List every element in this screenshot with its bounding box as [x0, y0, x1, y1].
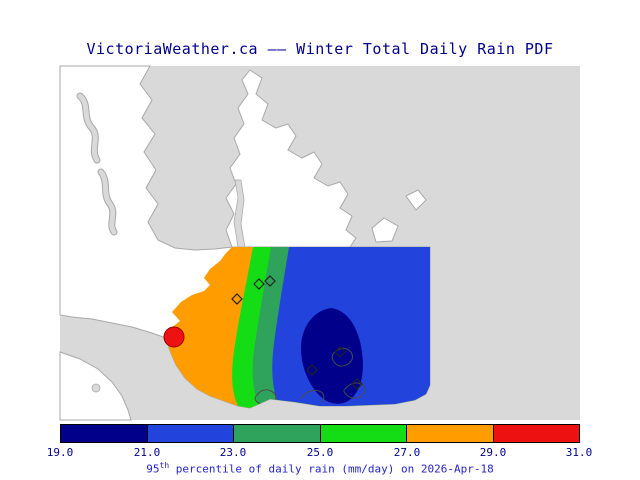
colorbar-cell-27-29 — [406, 425, 493, 442]
max-rain-marker — [163, 326, 185, 348]
station-diamond — [231, 293, 243, 305]
island-east-2 — [405, 189, 427, 211]
station-diamond — [306, 364, 318, 376]
colorbar-tick-label: 29.0 — [479, 446, 507, 459]
station-diamond — [351, 378, 363, 390]
colorbar-cell-29-31 — [492, 425, 579, 442]
caption-number: 95 — [146, 462, 160, 476]
colorbar-cell-19-21 — [61, 425, 147, 442]
colorbar-tick-label: 19.0 — [46, 446, 74, 459]
colorbar-tick-label: 23.0 — [219, 446, 247, 459]
island-east-1 — [371, 217, 399, 243]
station-diamond — [253, 278, 265, 290]
station-diamond — [334, 346, 346, 358]
colorbar-tick-label: 31.0 — [565, 446, 593, 459]
inlet-finlayson-arm — [233, 179, 246, 248]
caption-text: percentile of daily rain (mm/day) on 202… — [169, 462, 494, 476]
land-saanich-peninsula — [225, 69, 357, 248]
islet-bottom-left — [91, 383, 101, 393]
station-markers — [231, 275, 363, 390]
colorbar-cell-23-25 — [233, 425, 320, 442]
contour-field — [166, 247, 430, 408]
lakes — [76, 92, 118, 236]
station-diamond — [264, 275, 276, 287]
plot-title: VictoriaWeather.ca —— Winter Total Daily… — [86, 40, 554, 58]
colorbar-cell-21-23 — [146, 425, 233, 442]
colorbar — [60, 424, 580, 443]
colorbar-tick-label: 25.0 — [306, 446, 334, 459]
colorbar-tick-label: 27.0 — [393, 446, 421, 459]
caption: 95th percentile of daily rain (mm/day) o… — [0, 461, 640, 476]
colorbar-tick-label: 21.0 — [133, 446, 161, 459]
colorbar-cell-25-27 — [319, 425, 406, 442]
caption-ordinal: th — [159, 461, 170, 470]
